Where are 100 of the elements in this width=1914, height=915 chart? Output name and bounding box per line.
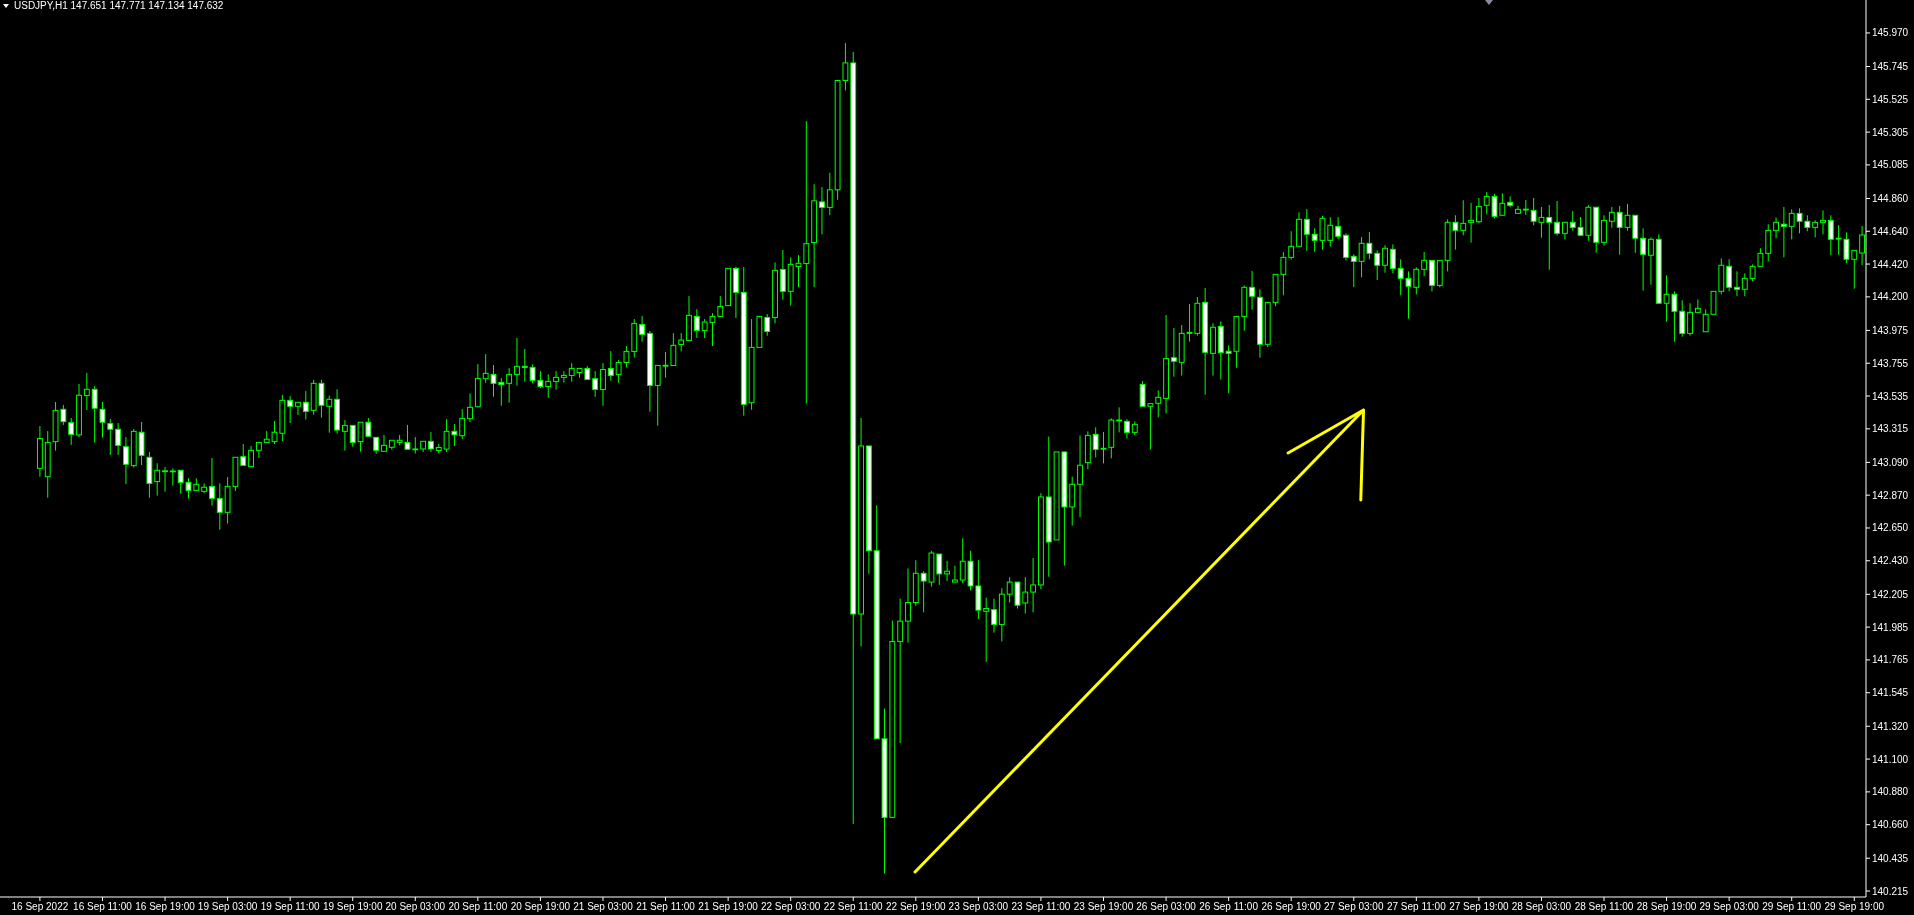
x-tick-label: 28 Sep 03:00 [1511, 901, 1572, 912]
x-tick-label: 16 Sep 2022 [11, 901, 69, 912]
y-tick-label: 140.880 [1872, 786, 1909, 798]
y-tick-label: 143.755 [1872, 357, 1909, 369]
candlestick [944, 560, 951, 582]
candlestick [811, 183, 818, 288]
candlestick [521, 348, 528, 383]
y-tick-label: 141.985 [1872, 621, 1909, 633]
candlestick [91, 385, 98, 444]
candlestick [1249, 270, 1256, 311]
candlestick [865, 445, 872, 575]
candlestick [912, 559, 919, 607]
candlestick [130, 428, 137, 469]
y-tick-label: 140.660 [1872, 819, 1909, 831]
candlestick [1507, 195, 1514, 208]
candlestick [381, 434, 387, 452]
candlestick [334, 388, 341, 435]
candlestick [1217, 320, 1224, 381]
candlestick [428, 431, 434, 453]
x-tick-label: 29 Sep 11:00 [1762, 901, 1822, 912]
candlestick [1170, 327, 1177, 378]
y-tick-label: 143.535 [1872, 390, 1909, 402]
candlestick [678, 332, 685, 352]
candlestick [1593, 206, 1600, 254]
candlestick [138, 421, 145, 466]
candlestick [255, 441, 262, 459]
candlestick [1640, 227, 1647, 292]
candlestick [506, 367, 513, 404]
x-tick-label: 23 Sep 19:00 [1073, 901, 1134, 912]
candlestick [287, 395, 294, 424]
x-tick-label: 27 Sep 19:00 [1449, 901, 1510, 912]
candlestick [1288, 230, 1295, 261]
candlestick [1780, 206, 1787, 258]
candlestick [1429, 259, 1435, 292]
candlestick [850, 51, 857, 825]
candlestick [474, 363, 481, 408]
candlestick [1601, 214, 1607, 247]
candlestick [76, 383, 82, 438]
candlestick [1460, 199, 1467, 236]
candlestick [420, 440, 427, 453]
x-tick-label: 21 Sep 03:00 [573, 901, 634, 912]
x-tick-label: 20 Sep 19:00 [510, 901, 571, 912]
candlestick [983, 597, 990, 663]
candlestick [1256, 288, 1263, 359]
candlestick [1421, 251, 1428, 277]
candlestick [545, 373, 552, 399]
candlestick [1694, 298, 1701, 313]
y-tick-label: 141.100 [1872, 753, 1909, 765]
candlestick [725, 267, 732, 307]
candlestick [123, 436, 129, 485]
candlestick [1030, 557, 1037, 613]
candlestick [1077, 435, 1083, 518]
x-tick-label: 29 Sep 03:00 [1699, 901, 1760, 912]
candlestick [819, 186, 825, 235]
y-tick-label: 145.085 [1872, 159, 1909, 171]
candlestick [1389, 243, 1396, 274]
candlestick [772, 261, 778, 324]
candlestick [1303, 208, 1310, 252]
candlestick [1116, 406, 1123, 433]
candlestick [1382, 244, 1388, 274]
x-tick-label: 23 Sep 11:00 [1011, 901, 1071, 912]
candlestick [1468, 202, 1474, 244]
candlestick [1108, 417, 1115, 459]
candlestick [1069, 476, 1076, 527]
candlestick [1335, 216, 1342, 240]
candlestick [1765, 223, 1772, 262]
x-tick-label: 26 Sep 03:00 [1136, 901, 1197, 912]
candlestick [1734, 270, 1740, 297]
y-tick-label: 144.860 [1872, 192, 1909, 204]
candlestick [107, 418, 114, 456]
candlestick [740, 266, 747, 417]
y-tick-label: 145.970 [1872, 27, 1909, 39]
candlestick [1515, 205, 1521, 214]
x-tick-label: 22 Sep 19:00 [886, 901, 946, 912]
candlestick [592, 370, 599, 398]
candlestick [686, 295, 692, 341]
x-tick-label: 27 Sep 11:00 [1386, 901, 1447, 912]
candlestick [1820, 209, 1826, 235]
x-tick-label: 28 Sep 11:00 [1574, 901, 1634, 912]
x-tick-label: 16 Sep 11:00 [73, 901, 133, 912]
candlestick [1561, 221, 1568, 241]
candlestick [1687, 302, 1693, 337]
candlestick [248, 445, 254, 468]
y-tick-label: 143.090 [1872, 456, 1909, 468]
candlestick [1812, 219, 1819, 238]
candlestick [646, 330, 653, 413]
x-tick-label: 21 Sep 19:00 [698, 901, 759, 912]
candlestick [1374, 249, 1381, 281]
candlestick [83, 372, 90, 411]
candlestick [341, 419, 348, 452]
y-tick-label: 145.305 [1872, 126, 1909, 138]
candlestick [1554, 200, 1561, 237]
y-tick-label: 143.315 [1872, 423, 1909, 435]
candlestick [1343, 232, 1349, 261]
candlestick [1655, 233, 1662, 304]
candlestick [1648, 236, 1654, 286]
y-tick-label: 144.420 [1872, 258, 1909, 270]
candlestick [779, 249, 786, 301]
x-tick-label: 19 Sep 03:00 [197, 901, 258, 912]
candlestick [905, 567, 911, 644]
